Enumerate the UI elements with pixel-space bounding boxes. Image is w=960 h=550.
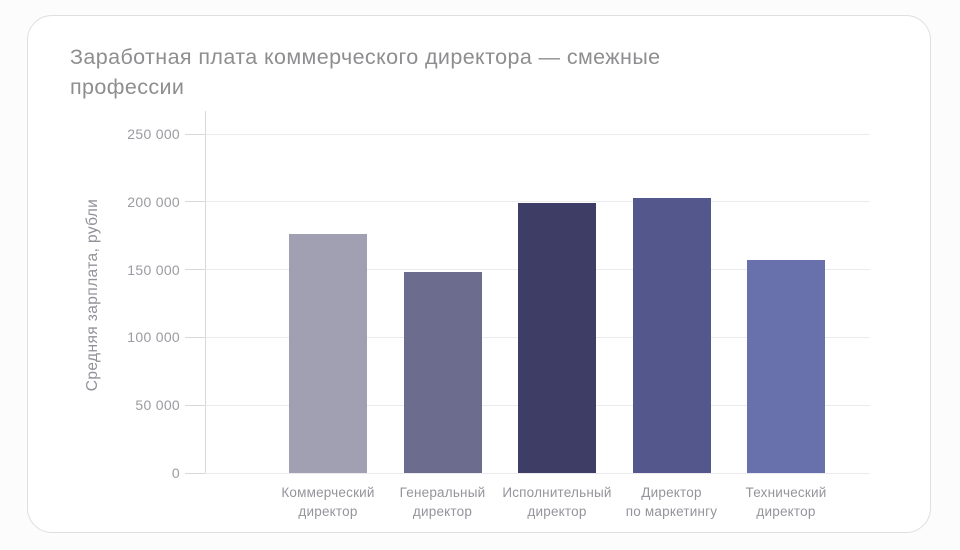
x-category-label-line: Коммерческий — [281, 485, 375, 500]
bar-5 — [747, 260, 825, 473]
grid-line-250000 — [205, 133, 870, 135]
chart-title: Заработная плата коммерческого директора… — [70, 45, 661, 99]
y-tick-mark-50000 — [185, 404, 205, 406]
x-category-label-5: Технический директор — [701, 483, 871, 521]
bar-4 — [632, 197, 711, 473]
y-tick-label-200000: 200 000 — [127, 193, 180, 210]
grid-line-0 — [205, 472, 870, 474]
y-tick-mark-150000 — [185, 269, 205, 271]
x-category-label-line: директор — [756, 504, 816, 519]
y-tick-label-150000: 150 000 — [127, 261, 180, 278]
x-category-label-line: Директор — [641, 485, 702, 500]
x-category-label-line: Технический — [745, 485, 827, 500]
x-category-label-line: директор — [527, 504, 587, 519]
y-tick-label-0: 0 — [171, 465, 180, 481]
x-category-label-2: Генеральный директор — [358, 483, 528, 521]
grid-line-200000 — [205, 201, 870, 203]
x-category-label-4: Директор по маркетингу — [587, 483, 757, 521]
bar-2 — [403, 272, 482, 473]
x-axis-labels: Коммерческий директор Генеральный директор И… — [205, 483, 870, 533]
x-category-label-line: по маркетингу — [625, 504, 718, 519]
x-category-label-line: Генеральный — [399, 485, 486, 500]
plot-area — [205, 134, 870, 473]
y-tick-labels: 0 50 000 100 000 150 000 200 000 250 000 — [70, 126, 180, 481]
y-axis-line — [205, 111, 206, 473]
y-tick-mark-0 — [185, 472, 205, 474]
y-tick-label-100000: 100 000 — [127, 329, 180, 346]
bar-1 — [289, 234, 367, 473]
x-category-label-line: директор — [412, 504, 473, 519]
y-tick-mark-100000 — [185, 336, 205, 338]
y-tick-mark-250000 — [185, 133, 205, 135]
y-tick-label-250000: 250 000 — [127, 126, 180, 142]
x-category-label-1: Коммерческий директор — [243, 483, 413, 521]
bar-3 — [518, 203, 596, 473]
y-tick-label-50000: 50 000 — [135, 397, 180, 414]
y-tick-mark-200000 — [185, 201, 205, 203]
x-category-label-3: Исполнительный директор — [472, 483, 642, 521]
x-category-label-line: директор — [298, 504, 358, 519]
x-category-label-line: Исполнительный — [502, 485, 612, 500]
